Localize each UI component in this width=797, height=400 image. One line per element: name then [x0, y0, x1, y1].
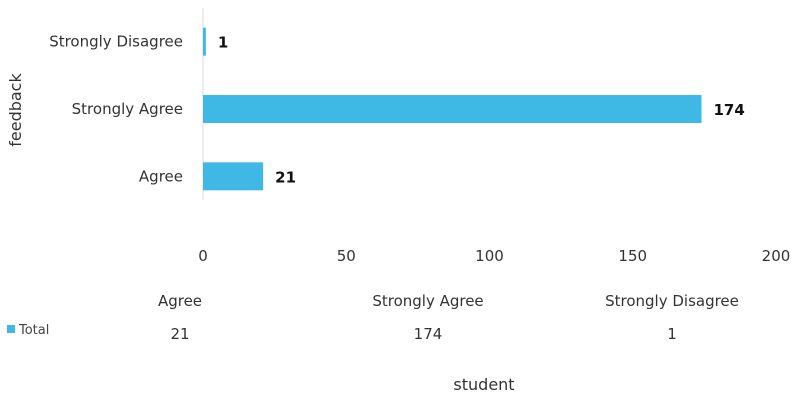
- data-label: 21: [275, 168, 296, 186]
- x-tick-labels-group: 0 50 100 150 200: [198, 247, 790, 265]
- category-labels-group: Agree Strongly Agree Strongly Disagree: [49, 33, 183, 186]
- bars-group: [203, 27, 702, 191]
- legend-series-name: Total: [18, 323, 49, 338]
- x-tick-label: 100: [475, 247, 504, 265]
- data-labels-group: 21 174 1: [218, 34, 745, 187]
- bar-strongly-agree: [203, 95, 702, 123]
- category-label: Strongly Disagree: [49, 33, 183, 51]
- x-tick-label: 200: [762, 247, 791, 265]
- data-label: 174: [714, 101, 745, 119]
- x-axis-title: student: [453, 375, 514, 394]
- table-cell: 21: [170, 325, 189, 343]
- bar-strongly-disagree: [203, 27, 206, 56]
- x-tick-label: 150: [618, 247, 647, 265]
- data-label: 1: [218, 34, 228, 52]
- table-header: Strongly Agree: [372, 292, 483, 310]
- y-axis-title: feedback: [6, 73, 25, 147]
- category-label: Strongly Agree: [72, 100, 183, 118]
- category-label: Agree: [139, 167, 183, 185]
- x-tick-label: 50: [337, 247, 356, 265]
- bar-agree: [203, 162, 264, 191]
- table-header: Agree: [158, 292, 202, 310]
- x-tick-label: 0: [198, 247, 208, 265]
- data-table: Agree 21 Strongly Agree 174 Strongly Disagre…: [158, 292, 739, 343]
- table-cell: 1: [667, 325, 677, 343]
- table-cell: 174: [414, 325, 443, 343]
- table-header: Strongly Disagree: [605, 292, 739, 310]
- legend-swatch: [7, 325, 15, 333]
